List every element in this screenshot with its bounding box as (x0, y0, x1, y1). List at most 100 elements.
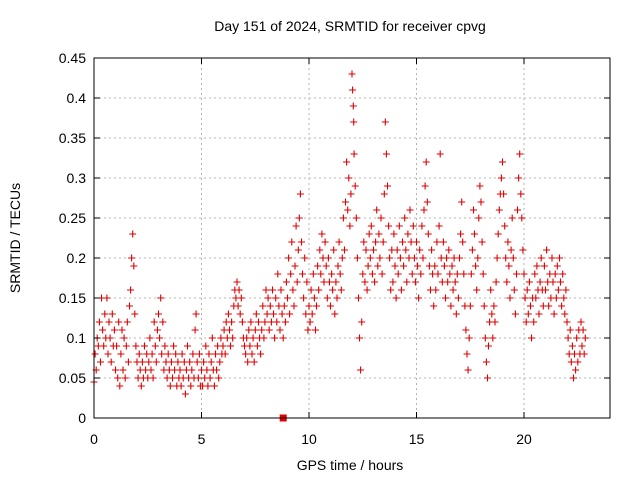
data-point (408, 270, 416, 278)
data-point (521, 294, 529, 302)
data-point (431, 262, 439, 270)
data-point (451, 278, 459, 286)
data-point (252, 310, 260, 318)
data-point (491, 318, 499, 326)
data-point (146, 334, 154, 342)
data-point (97, 358, 104, 366)
data-point (322, 262, 330, 270)
data-point (574, 358, 582, 366)
data-point (473, 286, 481, 294)
data-point (443, 254, 451, 262)
data-point (265, 326, 273, 334)
data-point (403, 278, 411, 286)
data-point (212, 350, 219, 358)
scatter-series (90, 70, 589, 422)
data-point (113, 342, 121, 350)
data-point (332, 278, 340, 286)
data-point (147, 366, 155, 374)
data-point (524, 310, 532, 318)
data-point (513, 270, 520, 278)
x-tick-label: 15 (409, 431, 425, 447)
data-point (100, 342, 108, 350)
data-point (228, 318, 236, 326)
data-point (123, 318, 131, 326)
data-point (303, 278, 311, 286)
data-point (287, 270, 295, 278)
data-point (433, 238, 441, 246)
data-point (422, 158, 430, 166)
data-point (316, 246, 324, 254)
data-point (504, 238, 512, 246)
data-point (159, 318, 167, 326)
data-point (474, 254, 482, 262)
data-point (581, 334, 589, 342)
data-point (365, 230, 373, 238)
data-point (258, 326, 266, 334)
data-point (120, 334, 128, 342)
data-point (215, 374, 223, 382)
data-point (349, 86, 357, 94)
data-point (138, 358, 146, 366)
data-point (439, 238, 447, 246)
data-point (298, 238, 305, 246)
data-point (373, 206, 381, 214)
data-point (466, 302, 474, 310)
data-point (178, 350, 186, 358)
data-point (456, 254, 463, 262)
data-point (334, 262, 342, 270)
data-point (260, 334, 268, 342)
chart-title: Day 151 of 2024, SRMTID for receiver cpv… (214, 18, 486, 34)
data-point (484, 374, 491, 382)
data-point (262, 286, 270, 294)
data-point (191, 326, 199, 334)
data-point (284, 294, 291, 302)
data-point (193, 358, 201, 366)
data-point (509, 254, 517, 262)
y-tick-label: 0.35 (59, 130, 86, 146)
data-point (391, 262, 399, 270)
data-point (436, 150, 444, 158)
data-point (317, 270, 325, 278)
data-point (458, 198, 466, 206)
data-point (117, 350, 125, 358)
data-point (489, 334, 497, 342)
data-point (570, 374, 577, 382)
data-point (366, 254, 374, 262)
data-point (478, 238, 486, 246)
data-point (313, 302, 320, 310)
data-point (376, 254, 384, 262)
data-point (350, 150, 358, 158)
data-point (166, 382, 174, 390)
data-point (362, 246, 370, 254)
data-point (399, 238, 406, 246)
data-point (206, 374, 214, 382)
data-point (397, 286, 405, 294)
data-point (305, 302, 313, 310)
data-point (501, 222, 509, 230)
data-point (523, 286, 531, 294)
data-point (375, 230, 383, 238)
data-point (444, 278, 452, 286)
data-point (291, 262, 299, 270)
data-point (352, 214, 360, 222)
data-point (481, 334, 489, 342)
data-point (181, 390, 189, 398)
data-point (308, 310, 316, 318)
data-point (331, 310, 339, 318)
data-point (116, 382, 124, 390)
data-point (355, 294, 362, 302)
data-point (306, 318, 314, 326)
data-point (132, 342, 140, 350)
data-point (187, 382, 195, 390)
data-point (164, 350, 172, 358)
data-point (309, 270, 317, 278)
data-point (406, 206, 414, 214)
data-point (404, 230, 412, 238)
y-tick-label: 0.25 (59, 210, 86, 226)
data-point (296, 190, 304, 198)
data-point (329, 286, 337, 294)
data-point (563, 318, 571, 326)
data-point (462, 326, 470, 334)
data-point (202, 342, 210, 350)
data-point (448, 262, 456, 270)
